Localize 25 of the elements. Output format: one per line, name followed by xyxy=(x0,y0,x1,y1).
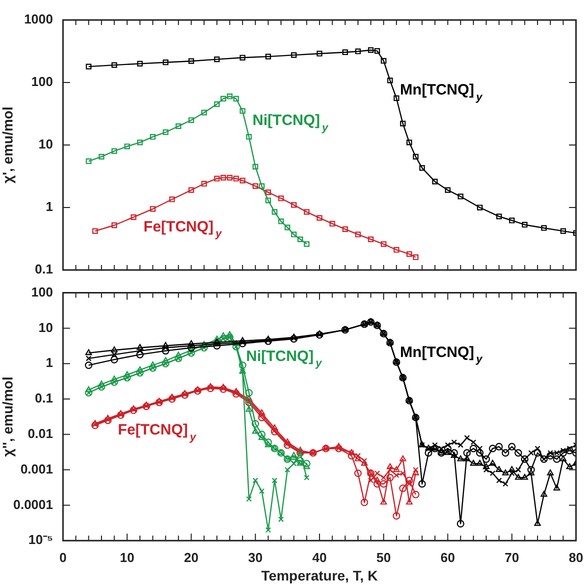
x-tick-label: 60 xyxy=(440,550,455,565)
y-tick-label: 1 xyxy=(46,355,53,370)
y-tick-label: 0.1 xyxy=(34,262,53,277)
y-tick-label: 100 xyxy=(31,74,53,90)
y-tick-label: 10 xyxy=(38,320,53,335)
x-tick-label: 0 xyxy=(59,550,67,565)
y-tick-label: 10 xyxy=(38,136,53,152)
x-tick-label: 80 xyxy=(568,550,584,565)
y-tick-label: 1 xyxy=(46,199,53,214)
x-tick-label: 40 xyxy=(312,550,327,565)
y-tick-label: 1000 xyxy=(24,12,53,27)
y-tick-label: 0.1 xyxy=(34,390,53,406)
y-tick-label: 0.01 xyxy=(28,426,53,441)
x-tick-label: 70 xyxy=(504,550,520,565)
x-tick-label: 10 xyxy=(120,550,134,565)
y-tick-label: 10⁻⁵ xyxy=(28,532,53,548)
y-tick-label: 100 xyxy=(31,284,53,300)
x-tick-label: 20 xyxy=(184,550,198,565)
x-axis-title: Temperature, T, K xyxy=(261,567,378,584)
y-axis-title: χ', emu/mol xyxy=(0,106,16,184)
x-tick-label: 30 xyxy=(248,550,263,565)
y-tick-label: 0.0001 xyxy=(13,496,53,512)
x-tick-label: 50 xyxy=(376,550,391,565)
y-tick-label: 0.001 xyxy=(20,461,53,476)
y-axis-title: χ'', emu/mol xyxy=(0,376,16,457)
